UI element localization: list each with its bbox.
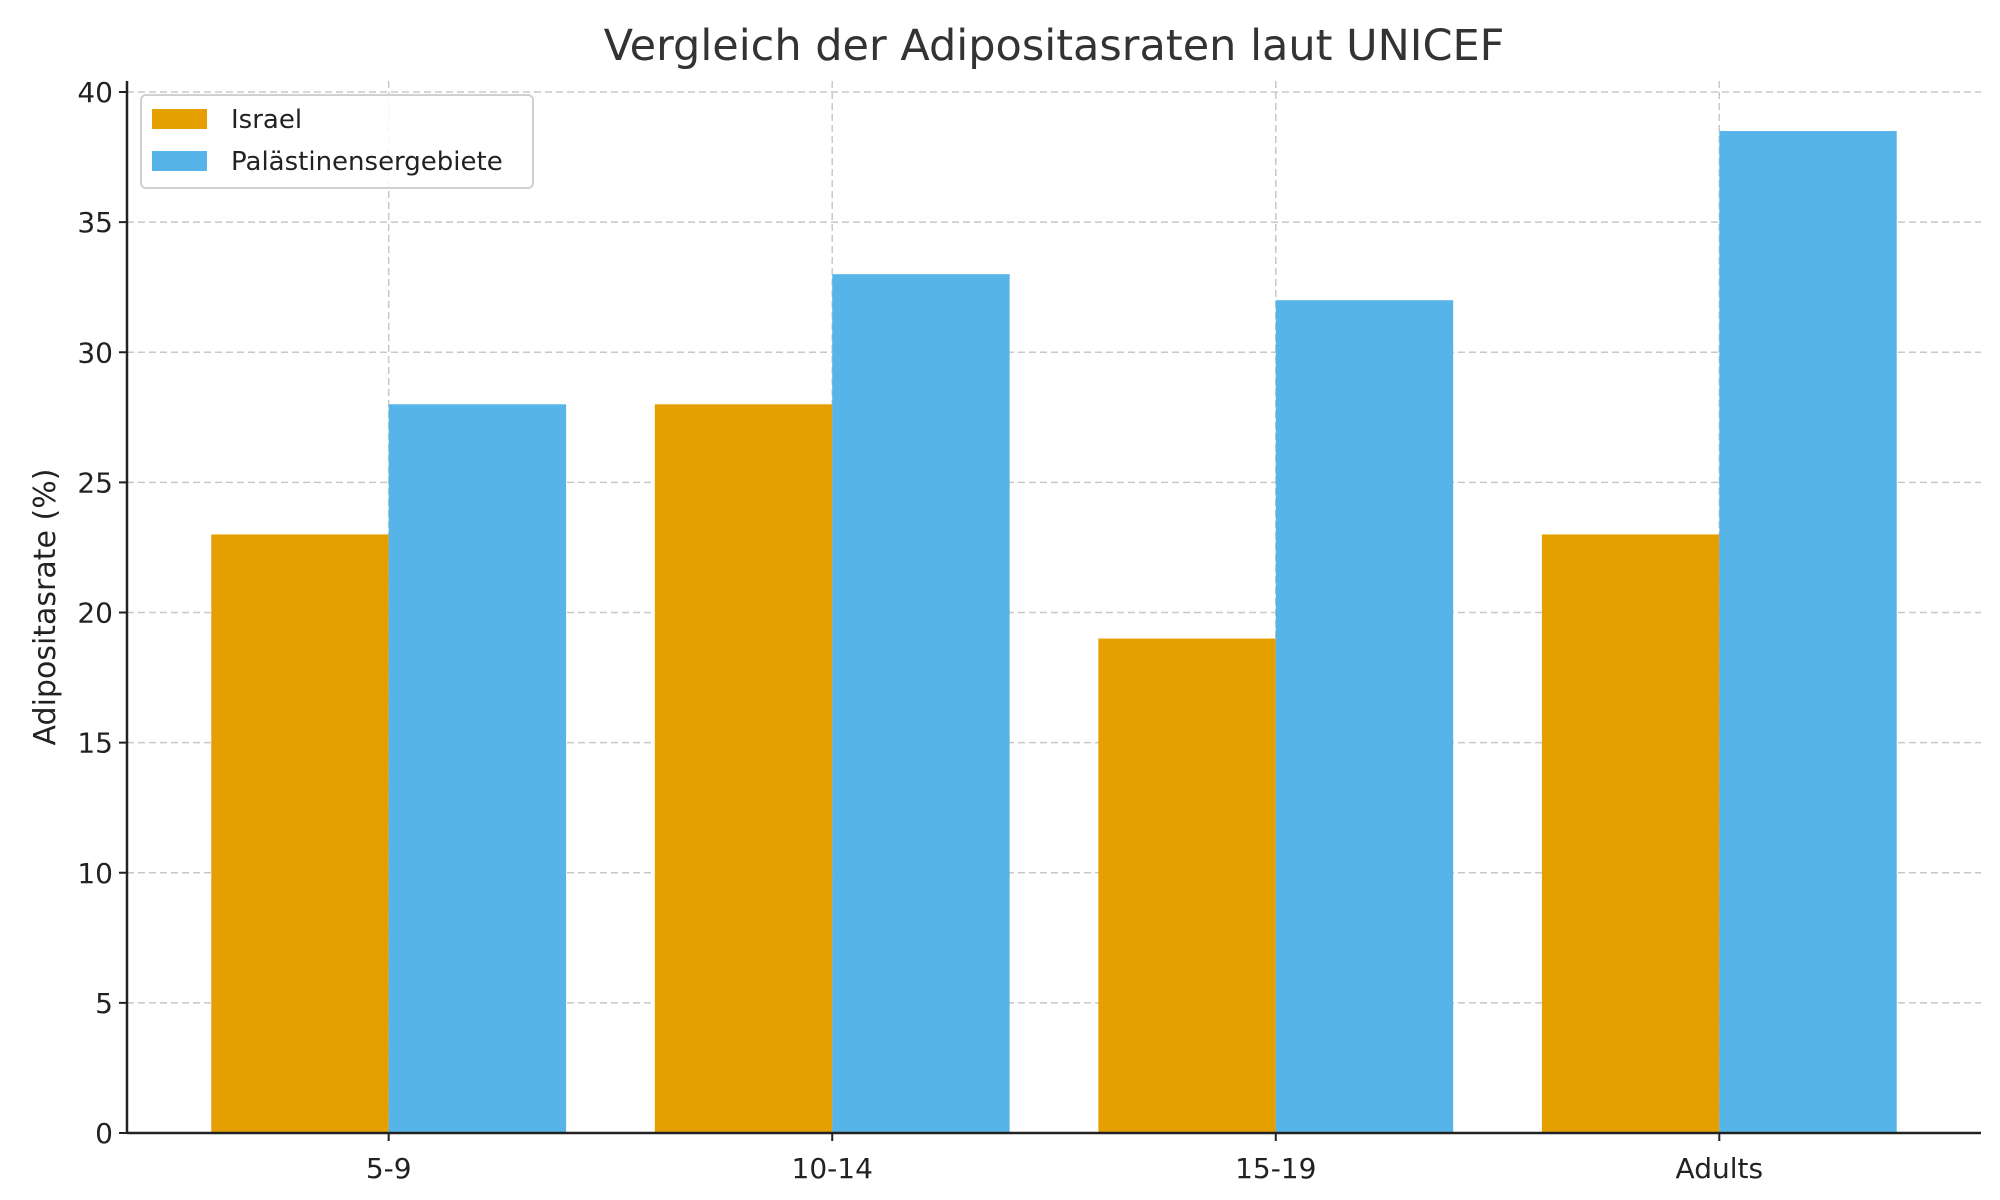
x-tick-label: 15-19 bbox=[1235, 1152, 1316, 1185]
bar-israel-5-9 bbox=[211, 534, 389, 1133]
bar-palästinensergebiete-15-19 bbox=[1275, 300, 1454, 1133]
y-tick-label: 25 bbox=[77, 466, 113, 499]
x-tick-label: 10-14 bbox=[792, 1152, 873, 1185]
bar-palästinensergebiete-adults bbox=[1719, 131, 1897, 1134]
legend-label: Palästinensergebiete bbox=[231, 147, 503, 177]
y-tick-label: 20 bbox=[77, 597, 113, 630]
legend-swatch bbox=[152, 109, 207, 129]
bar-israel-10-14 bbox=[654, 404, 833, 1133]
bar-palästinensergebiete-10-14 bbox=[832, 274, 1010, 1133]
legend-label: Israel bbox=[231, 105, 302, 135]
legend-frame bbox=[140, 94, 534, 189]
chart-title: Vergleich der Adipositasraten laut UNICE… bbox=[604, 21, 1505, 71]
bar-israel-adults bbox=[1541, 534, 1720, 1133]
x-tick-label: Adults bbox=[1676, 1152, 1764, 1185]
y-tick-label: 30 bbox=[77, 336, 113, 369]
legend: Israel Palästinensergebiete bbox=[140, 94, 534, 189]
legend-swatch bbox=[152, 151, 207, 171]
bar-palästinensergebiete-5-9 bbox=[388, 404, 567, 1133]
y-tick-label: 0 bbox=[95, 1117, 113, 1150]
y-tick-label: 10 bbox=[77, 857, 113, 890]
y-axis-label: Adipositasrate (%) bbox=[28, 469, 63, 746]
bar-israel-15-19 bbox=[1098, 638, 1276, 1133]
x-tick-label: 5-9 bbox=[366, 1152, 412, 1185]
y-tick-label: 40 bbox=[77, 76, 113, 109]
y-tick-label: 15 bbox=[77, 727, 113, 760]
y-tick-label: 35 bbox=[77, 206, 113, 239]
y-tick-label: 5 bbox=[95, 987, 113, 1020]
